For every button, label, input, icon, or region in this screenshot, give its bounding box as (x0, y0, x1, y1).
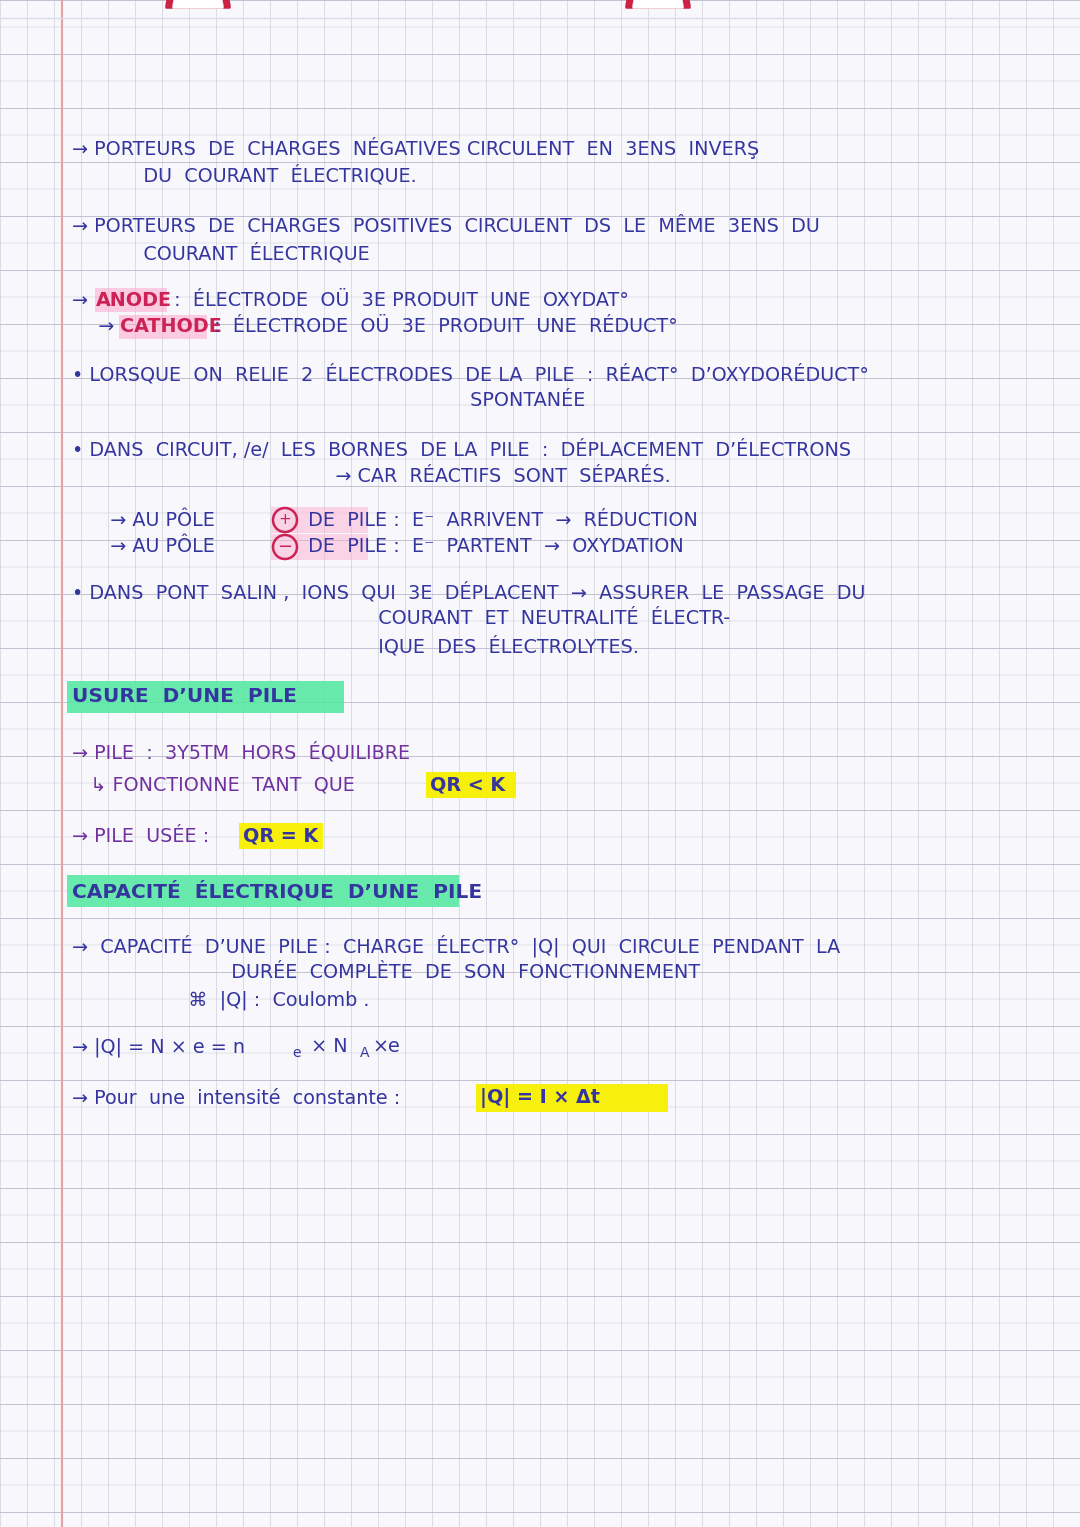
Text: QR = K: QR = K (243, 826, 319, 846)
Text: DE  PILE :  E⁻  PARTENT  →  OXYDATION: DE PILE : E⁻ PARTENT → OXYDATION (302, 538, 684, 556)
Wedge shape (633, 0, 683, 8)
Text: →: → (86, 318, 120, 336)
Text: → PILE  USÉE :: → PILE USÉE : (72, 826, 221, 846)
Text: • LORSQUE  ON  RELIE  2  ÉLECTRODES  DE LA  PILE  :  RÉACT°  D’OXYDORÉDUCT°: • LORSQUE ON RELIE 2 ÉLECTRODES DE LA PI… (72, 363, 869, 385)
Text: |Q| = I × Δt: |Q| = I × Δt (480, 1089, 600, 1109)
Wedge shape (166, 0, 230, 8)
Text: e: e (292, 1046, 300, 1060)
FancyBboxPatch shape (476, 1084, 669, 1112)
Text: CAPACITÉ  ÉLECTRIQUE  D’UNE  PILE: CAPACITÉ ÉLECTRIQUE D’UNE PILE (72, 881, 482, 901)
Wedge shape (173, 0, 222, 8)
Text: USURE  D’UNE  PILE: USURE D’UNE PILE (72, 687, 297, 707)
Text: • DANS  CIRCUIT, /e/  LES  BORNES  DE LA  PILE  :  DÉPLACEMENT  D’ÉLECTRONS: • DANS CIRCUIT, /e/ LES BORNES DE LA PIL… (72, 440, 851, 460)
Text: → AU PÔLE: → AU PÔLE (98, 510, 215, 530)
FancyBboxPatch shape (95, 289, 167, 312)
Text: +: + (279, 513, 292, 527)
Wedge shape (626, 0, 690, 8)
Text: :  ÉLECTRODE  OÜ  3E  PRODUIT  UNE  RÉDUCT°: : ÉLECTRODE OÜ 3E PRODUIT UNE RÉDUCT° (208, 318, 678, 336)
Text: DURÉE  COMPLÈTE  DE  SON  FONCTIONNEMENT: DURÉE COMPLÈTE DE SON FONCTIONNEMENT (72, 964, 700, 982)
Text: →  CAPACITÉ  D’UNE  PILE :  CHARGE  ÉLECTR°  |Q|  QUI  CIRCULE  PENDANT  LA: → CAPACITÉ D’UNE PILE : CHARGE ÉLECTR° |… (72, 935, 840, 957)
Text: ⌘  |Q| :  Coulomb .: ⌘ |Q| : Coulomb . (72, 989, 369, 1009)
FancyBboxPatch shape (271, 507, 368, 533)
Text: → Pour  une  intensité  constante :: → Pour une intensité constante : (72, 1089, 413, 1107)
Text: DU  COURANT  ÉLECTRIQUE.: DU COURANT ÉLECTRIQUE. (125, 165, 417, 185)
Text: → AU PÔLE: → AU PÔLE (98, 538, 215, 556)
Text: CATHODE: CATHODE (120, 318, 221, 336)
Text: → |Q| = N × e = n: → |Q| = N × e = n (72, 1037, 245, 1057)
Text: IQUE  DES  ÉLECTROLYTES.: IQUE DES ÉLECTROLYTES. (72, 635, 639, 657)
Wedge shape (626, 0, 690, 8)
Text: A: A (360, 1046, 369, 1060)
Text: SPONTANÉE: SPONTANÉE (72, 391, 585, 411)
Text: → PORTEURS  DE  CHARGES  NÉGATIVES CIRCULENT  EN  3ENS  INVERŞ: → PORTEURS DE CHARGES NÉGATIVES CIRCULEN… (72, 137, 759, 159)
FancyBboxPatch shape (67, 875, 459, 907)
Wedge shape (166, 0, 230, 8)
Text: × N: × N (305, 1037, 348, 1057)
Text: DE  PILE :  E⁻  ARRIVENT  →  RÉDUCTION: DE PILE : E⁻ ARRIVENT → RÉDUCTION (302, 510, 698, 530)
FancyBboxPatch shape (67, 681, 345, 713)
Text: :  ÉLECTRODE  OÜ  3E PRODUIT  UNE  OXYDAT°: : ÉLECTRODE OÜ 3E PRODUIT UNE OXYDAT° (168, 290, 629, 310)
Text: →: → (72, 290, 94, 310)
Text: → PILE  :  3Y5TM  HORS  ÉQUILIBRE: → PILE : 3Y5TM HORS ÉQUILIBRE (72, 742, 410, 762)
FancyBboxPatch shape (239, 823, 323, 849)
Text: QR < K: QR < K (430, 776, 505, 794)
Text: COURANT  ET  NEUTRALITÉ  ÉLECTR-: COURANT ET NEUTRALITÉ ÉLECTR- (72, 609, 730, 629)
Text: → PORTEURS  DE  CHARGES  POSITIVES  CIRCULENT  DS  LE  MÊME  3ENS  DU: → PORTEURS DE CHARGES POSITIVES CIRCULEN… (72, 217, 820, 235)
Text: ANODE: ANODE (96, 290, 172, 310)
Text: −: − (278, 538, 293, 556)
Text: → CAR  RÉACTIFS  SONT  SÉPARÉS.: → CAR RÉACTIFS SONT SÉPARÉS. (72, 467, 671, 487)
Text: COURANT  ÉLECTRIQUE: COURANT ÉLECTRIQUE (125, 243, 369, 263)
FancyBboxPatch shape (119, 315, 207, 339)
FancyBboxPatch shape (426, 773, 516, 799)
FancyBboxPatch shape (271, 534, 368, 560)
Text: ×e: ×e (372, 1037, 400, 1057)
Text: ↳ FONCTIONNE  TANT  QUE: ↳ FONCTIONNE TANT QUE (72, 776, 367, 794)
Text: • DANS  PONT  SALIN ,  IONS  QUI  3E  DÉPLACENT  →  ASSURER  LE  PASSAGE  DU: • DANS PONT SALIN , IONS QUI 3E DÉPLACEN… (72, 582, 865, 602)
